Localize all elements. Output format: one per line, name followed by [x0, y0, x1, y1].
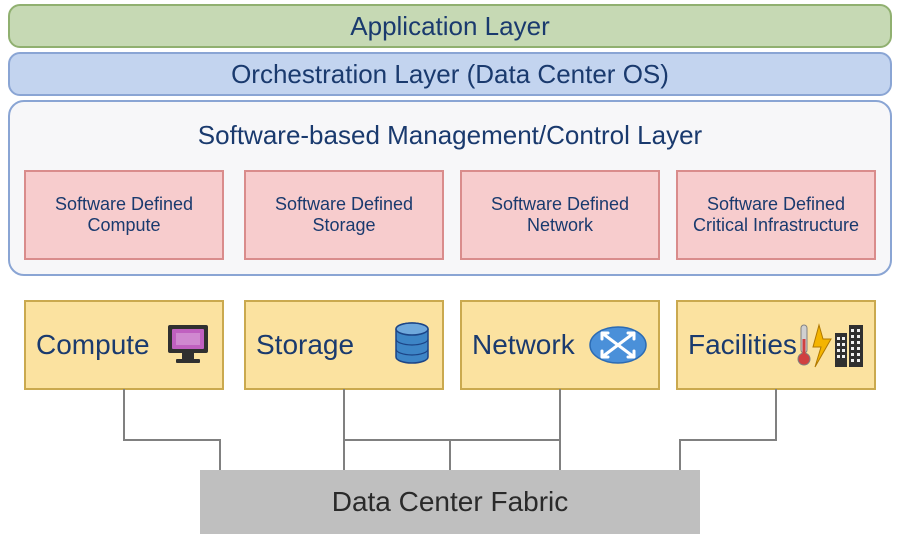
orchestration-layer: Orchestration Layer (Data Center OS): [8, 52, 892, 96]
sd-critical-infrastructure-label: Software DefinedCritical Infrastructure: [693, 194, 859, 236]
storage-hardware-box: Storage: [244, 300, 444, 390]
sd-critical-infrastructure-box: Software DefinedCritical Infrastructure: [676, 170, 876, 260]
sd-compute-label: Software DefinedCompute: [55, 194, 193, 236]
orchestration-layer-label: Orchestration Layer (Data Center OS): [231, 59, 669, 90]
router-icon: [588, 323, 648, 367]
sd-storage-label: Software DefinedStorage: [275, 194, 413, 236]
monitor-icon: [164, 323, 212, 367]
database-icon: [392, 321, 432, 369]
facilities-icon: [797, 321, 867, 369]
network-hardware-box: Network: [460, 300, 660, 390]
facilities-hardware-label: Facilities: [688, 329, 797, 361]
sd-storage-box: Software DefinedStorage: [244, 170, 444, 260]
storage-hardware-label: Storage: [256, 329, 354, 361]
management-control-layer-label: Software-based Management/Control Layer: [198, 120, 702, 151]
network-hardware-label: Network: [472, 329, 575, 361]
compute-hardware-label: Compute: [36, 329, 150, 361]
compute-hardware-box: Compute: [24, 300, 224, 390]
data-center-fabric-label: Data Center Fabric: [332, 486, 569, 518]
data-center-fabric-box: Data Center Fabric: [200, 470, 700, 534]
sd-network-label: Software DefinedNetwork: [491, 194, 629, 236]
facilities-hardware-box: Facilities: [676, 300, 876, 390]
sd-compute-box: Software DefinedCompute: [24, 170, 224, 260]
sd-network-box: Software DefinedNetwork: [460, 170, 660, 260]
application-layer: Application Layer: [8, 4, 892, 48]
application-layer-label: Application Layer: [350, 11, 549, 42]
